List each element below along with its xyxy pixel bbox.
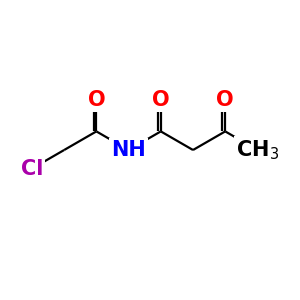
Text: Cl: Cl	[21, 159, 43, 178]
Text: O: O	[88, 90, 105, 110]
Text: NH: NH	[111, 140, 146, 160]
Text: O: O	[152, 90, 169, 110]
Text: CH$_3$: CH$_3$	[236, 138, 279, 162]
Text: O: O	[216, 90, 234, 110]
